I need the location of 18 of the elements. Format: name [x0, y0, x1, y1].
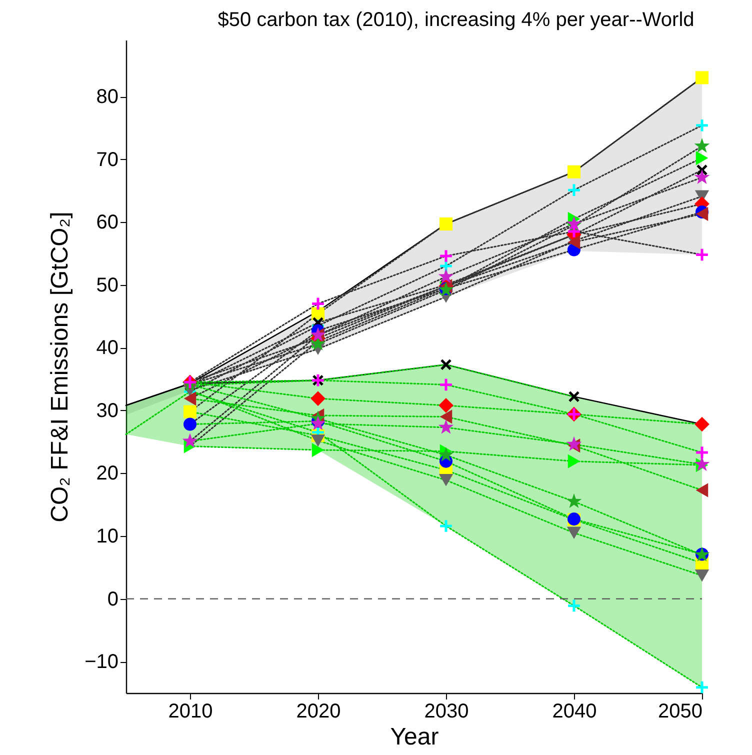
- x-tick-label: 2020: [296, 700, 341, 722]
- x-tick-label: 2010: [168, 700, 213, 722]
- y-tick-label: 60: [96, 212, 118, 234]
- y-tick-label: 30: [96, 400, 118, 422]
- y-axis-title: CO₂ FF&I Emissions [GtCO₂]: [46, 212, 74, 522]
- x-tick-label: 2040: [552, 700, 597, 722]
- y-tick-label: 50: [96, 274, 118, 296]
- y-tick-label: 20: [96, 462, 118, 485]
- y-tick-label: 0: [107, 588, 118, 610]
- y-tick-label: −10: [84, 651, 118, 674]
- x-axis-title: Year: [390, 724, 439, 750]
- x-tick-label: 2030: [424, 700, 469, 722]
- y-tick-label: 40: [96, 337, 118, 360]
- y-tick-label: 80: [96, 86, 118, 108]
- x-tick-label: 2050: [658, 700, 702, 722]
- chart-title: $50 carbon tax (2010), increasing 4% per year--World: [218, 9, 694, 31]
- y-tick-label: 70: [96, 148, 118, 171]
- y-tick-label: 10: [96, 526, 118, 548]
